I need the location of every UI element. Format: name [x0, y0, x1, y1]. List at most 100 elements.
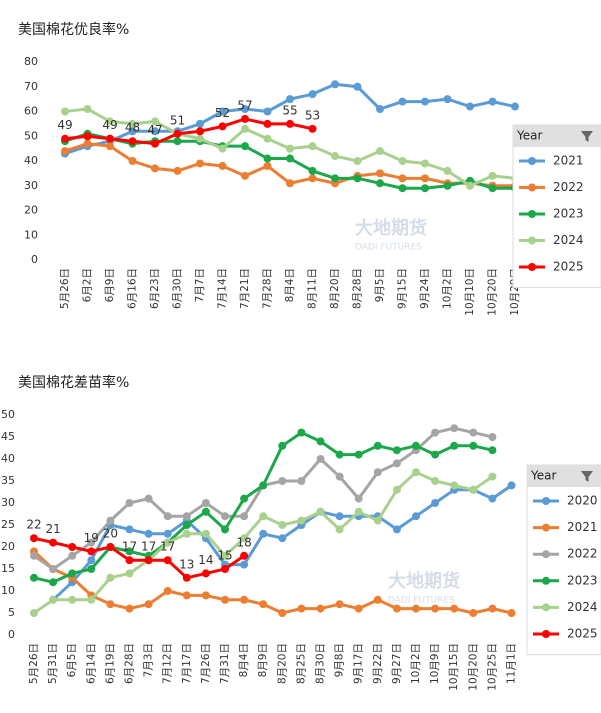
data-point — [240, 494, 249, 503]
data-point — [240, 551, 249, 560]
data-point — [278, 441, 287, 450]
data-point — [507, 481, 516, 490]
data-point — [412, 604, 420, 613]
data-label: 52 — [215, 106, 230, 120]
x-tick-label: 10月20日 — [487, 268, 499, 316]
data-point — [106, 573, 115, 582]
data-label: 48 — [125, 121, 140, 135]
x-tick-label: 11月1日 — [506, 643, 518, 684]
data-point — [68, 551, 77, 560]
legend-header — [513, 125, 601, 147]
data-label: 18 — [236, 535, 251, 549]
y-tick-label: 50 — [1, 408, 15, 421]
data-point — [392, 604, 401, 613]
watermark-sub: DADI FUTURES — [388, 596, 455, 606]
data-point — [469, 609, 478, 617]
legend-marker — [542, 630, 550, 638]
data-point — [106, 600, 115, 609]
data-point — [125, 556, 134, 565]
x-tick-label: 6月19日 — [104, 643, 116, 684]
data-point — [443, 181, 452, 190]
data-point — [354, 507, 363, 516]
data-point — [335, 600, 344, 609]
data-point — [144, 600, 153, 609]
y-tick-label: 10 — [1, 584, 15, 597]
data-point — [431, 428, 440, 437]
data-point — [68, 543, 77, 551]
data-point — [87, 556, 96, 565]
y-tick-label: 80 — [24, 55, 38, 68]
data-point — [241, 124, 249, 133]
data-point — [182, 591, 191, 600]
data-point — [507, 609, 516, 617]
legend-marker — [528, 183, 536, 192]
legend-title: Year — [530, 469, 556, 483]
data-point — [218, 122, 227, 131]
data-point — [488, 604, 497, 613]
data-point — [335, 472, 344, 481]
data-point — [61, 134, 69, 143]
data-point — [412, 512, 420, 521]
data-point — [106, 134, 114, 143]
data-point — [297, 428, 306, 437]
data-point — [68, 569, 77, 578]
legend-label: 2025 — [567, 627, 598, 641]
y-tick-label: 30 — [1, 496, 15, 509]
data-point — [331, 152, 339, 161]
data-point — [376, 147, 384, 156]
x-tick-label: 10月15日 — [448, 643, 460, 691]
data-label: 17 — [122, 540, 137, 554]
data-point — [182, 573, 191, 582]
data-point — [469, 441, 478, 450]
x-tick-label: 6月5日 — [66, 643, 78, 677]
data-point — [196, 159, 204, 168]
data-point — [87, 595, 96, 604]
data-point — [259, 512, 268, 521]
data-point — [240, 560, 249, 569]
data-point — [308, 124, 317, 133]
data-point — [398, 157, 407, 165]
data-point — [221, 595, 229, 604]
x-tick-label: 5月26日 — [59, 268, 71, 309]
data-point — [201, 507, 210, 516]
data-point — [201, 499, 210, 507]
legend-header — [527, 465, 601, 487]
data-point — [182, 521, 191, 529]
data-point — [241, 114, 249, 123]
data-point — [286, 119, 294, 128]
x-tick-label: 10月9日 — [429, 643, 441, 684]
data-point — [373, 468, 382, 477]
data-label: 55 — [282, 103, 297, 117]
filter-icon — [581, 131, 593, 142]
data-point — [83, 132, 92, 141]
data-point — [398, 174, 407, 183]
data-point — [182, 529, 191, 538]
data-point — [106, 117, 114, 126]
data-point — [221, 525, 229, 534]
x-tick-label: 6月30日 — [172, 268, 184, 309]
data-point — [466, 181, 474, 190]
data-point — [316, 604, 325, 613]
data-point — [196, 127, 204, 136]
legend-label: 2023 — [567, 573, 598, 587]
data-point — [201, 591, 210, 600]
data-label: 51 — [170, 113, 185, 127]
data-point — [263, 107, 272, 116]
y-tick-label: 40 — [24, 154, 38, 167]
data-point — [49, 595, 58, 604]
data-point — [450, 604, 459, 613]
x-tick-label: 9月22日 — [372, 643, 384, 684]
data-label: 57 — [237, 98, 252, 112]
legend-label: 2024 — [553, 233, 584, 247]
x-tick-label: 10月10日 — [464, 268, 476, 316]
data-point — [221, 551, 229, 560]
data-point — [125, 604, 134, 613]
data-point — [125, 569, 134, 578]
x-tick-label: 8月4日 — [284, 268, 296, 302]
y-tick-label: 35 — [1, 474, 15, 487]
data-label: 15 — [217, 549, 232, 563]
x-tick-label: 6月28日 — [124, 643, 136, 684]
data-point — [421, 184, 429, 193]
data-point — [488, 97, 497, 106]
